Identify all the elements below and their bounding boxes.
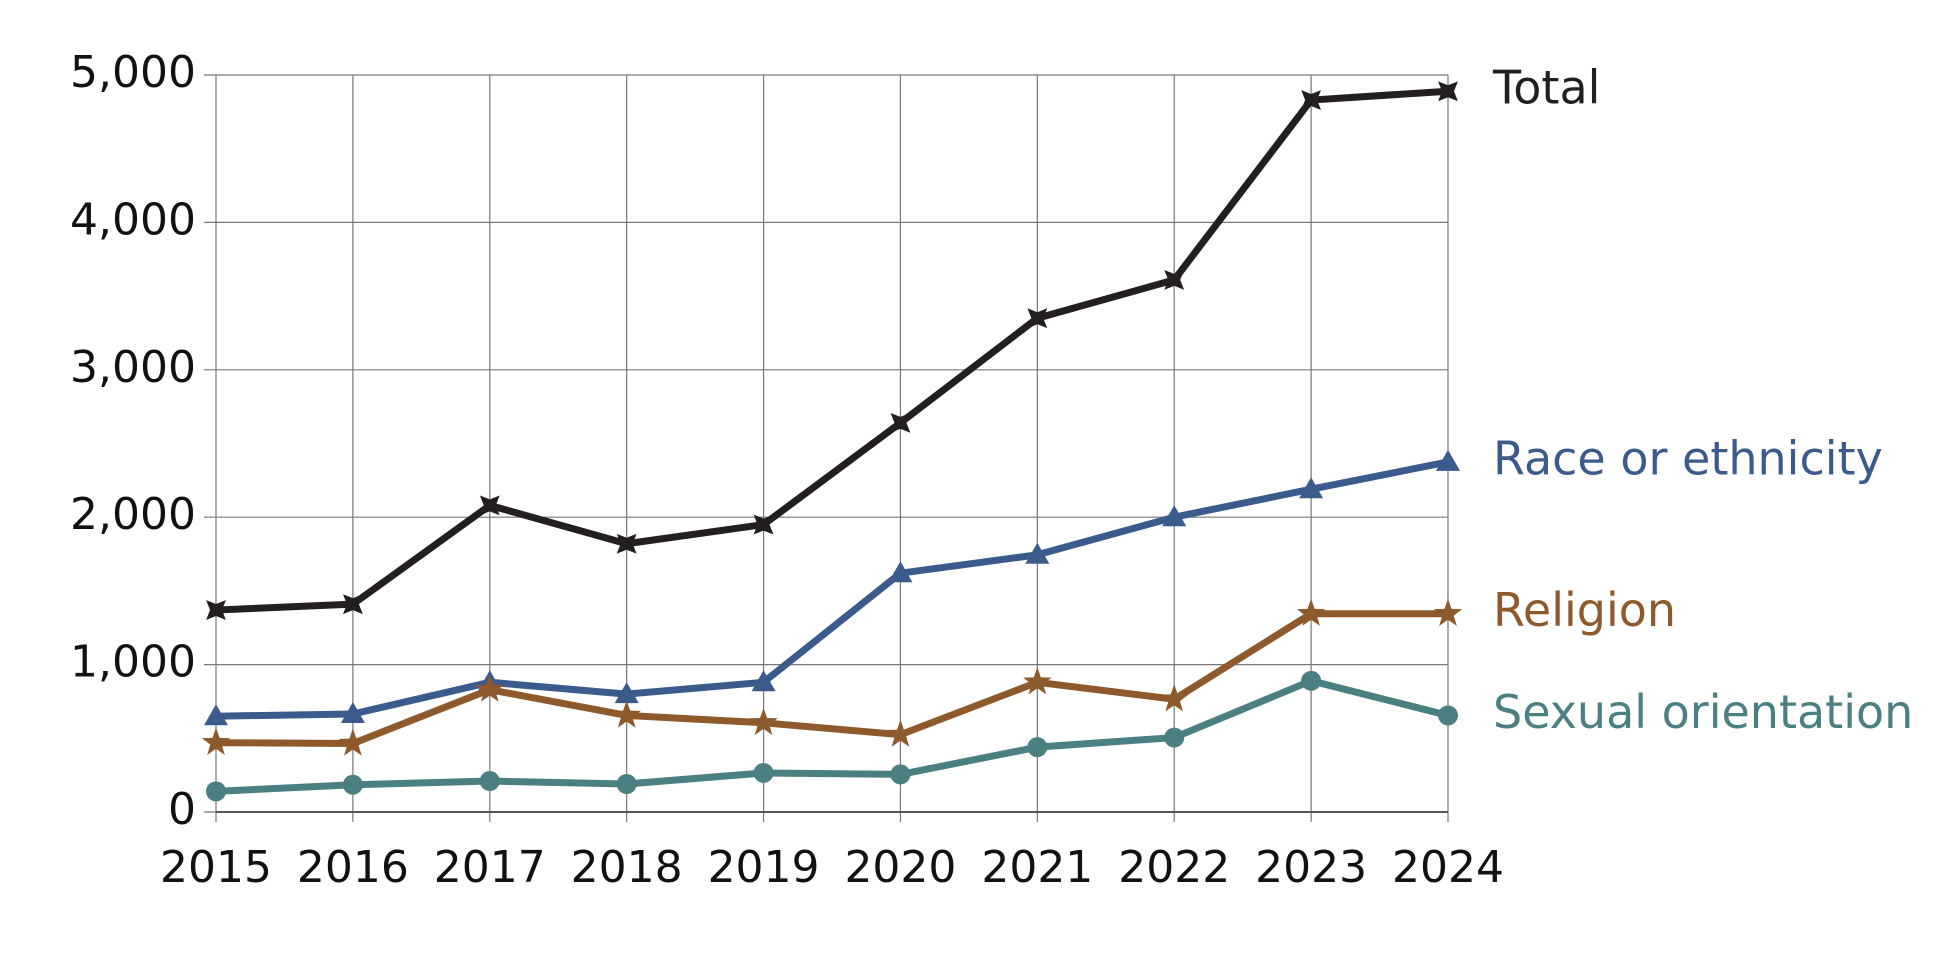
- marker: [206, 781, 226, 802]
- x-tick-label: 2023: [1255, 842, 1367, 893]
- series-line: [215, 610, 1448, 747]
- marker: [1299, 477, 1324, 499]
- x-tick-label: 2016: [297, 842, 409, 893]
- marker: [890, 412, 911, 433]
- marker: [1023, 667, 1052, 695]
- series-label: Religion: [1493, 583, 1676, 637]
- marker: [753, 762, 774, 783]
- x-tick-label: 2022: [1118, 842, 1230, 893]
- x-tick-label: 2019: [708, 842, 820, 893]
- y-tick-label: 5,000: [70, 47, 196, 98]
- marker: [204, 704, 228, 726]
- x-tick-label: 2021: [981, 842, 1093, 893]
- marker: [749, 707, 778, 735]
- marker: [1438, 705, 1458, 726]
- marker: [1301, 670, 1322, 691]
- y-tick-label: 4,000: [70, 194, 196, 245]
- x-tick-label: 2024: [1392, 842, 1504, 893]
- marker: [616, 533, 637, 554]
- marker: [1027, 737, 1048, 758]
- marker: [886, 719, 915, 747]
- marker: [1162, 505, 1187, 527]
- marker: [1159, 684, 1189, 712]
- marker: [342, 774, 363, 795]
- y-tick-label: 2,000: [70, 489, 196, 540]
- x-tick-label: 2015: [160, 842, 272, 893]
- marker: [201, 727, 231, 755]
- marker: [1164, 269, 1185, 290]
- marker: [1025, 542, 1050, 564]
- series-label: Race or ethnicity: [1493, 431, 1883, 485]
- marker: [753, 514, 774, 535]
- marker: [888, 561, 913, 583]
- y-tick-label: 3,000: [70, 342, 196, 393]
- marker: [1301, 90, 1322, 110]
- marker: [338, 728, 368, 756]
- marker: [1436, 449, 1460, 471]
- marker: [479, 771, 500, 792]
- series-line: [215, 677, 1449, 795]
- y-tick-label: 1,000: [70, 637, 196, 688]
- x-tick-label: 2018: [571, 842, 683, 893]
- marker: [890, 764, 911, 785]
- marker: [479, 495, 500, 516]
- marker: [342, 594, 363, 615]
- marker: [614, 682, 639, 704]
- marker: [475, 674, 505, 702]
- marker: [1027, 308, 1048, 329]
- marker: [206, 600, 226, 620]
- series-line: [215, 87, 1449, 614]
- y-tick-label: 0: [168, 784, 196, 835]
- series-line: [215, 458, 1449, 720]
- series-label: Total: [1492, 61, 1600, 115]
- series-label: Sexual orientation: [1493, 685, 1913, 739]
- x-tick-label: 2017: [434, 842, 546, 893]
- x-tick-label: 2020: [844, 842, 956, 893]
- marker: [751, 670, 776, 692]
- marker: [616, 773, 637, 794]
- marker: [1438, 81, 1458, 102]
- marker: [1433, 598, 1463, 626]
- marker: [340, 701, 365, 723]
- marker: [612, 700, 641, 728]
- marker: [1164, 727, 1185, 748]
- marker: [1296, 598, 1326, 626]
